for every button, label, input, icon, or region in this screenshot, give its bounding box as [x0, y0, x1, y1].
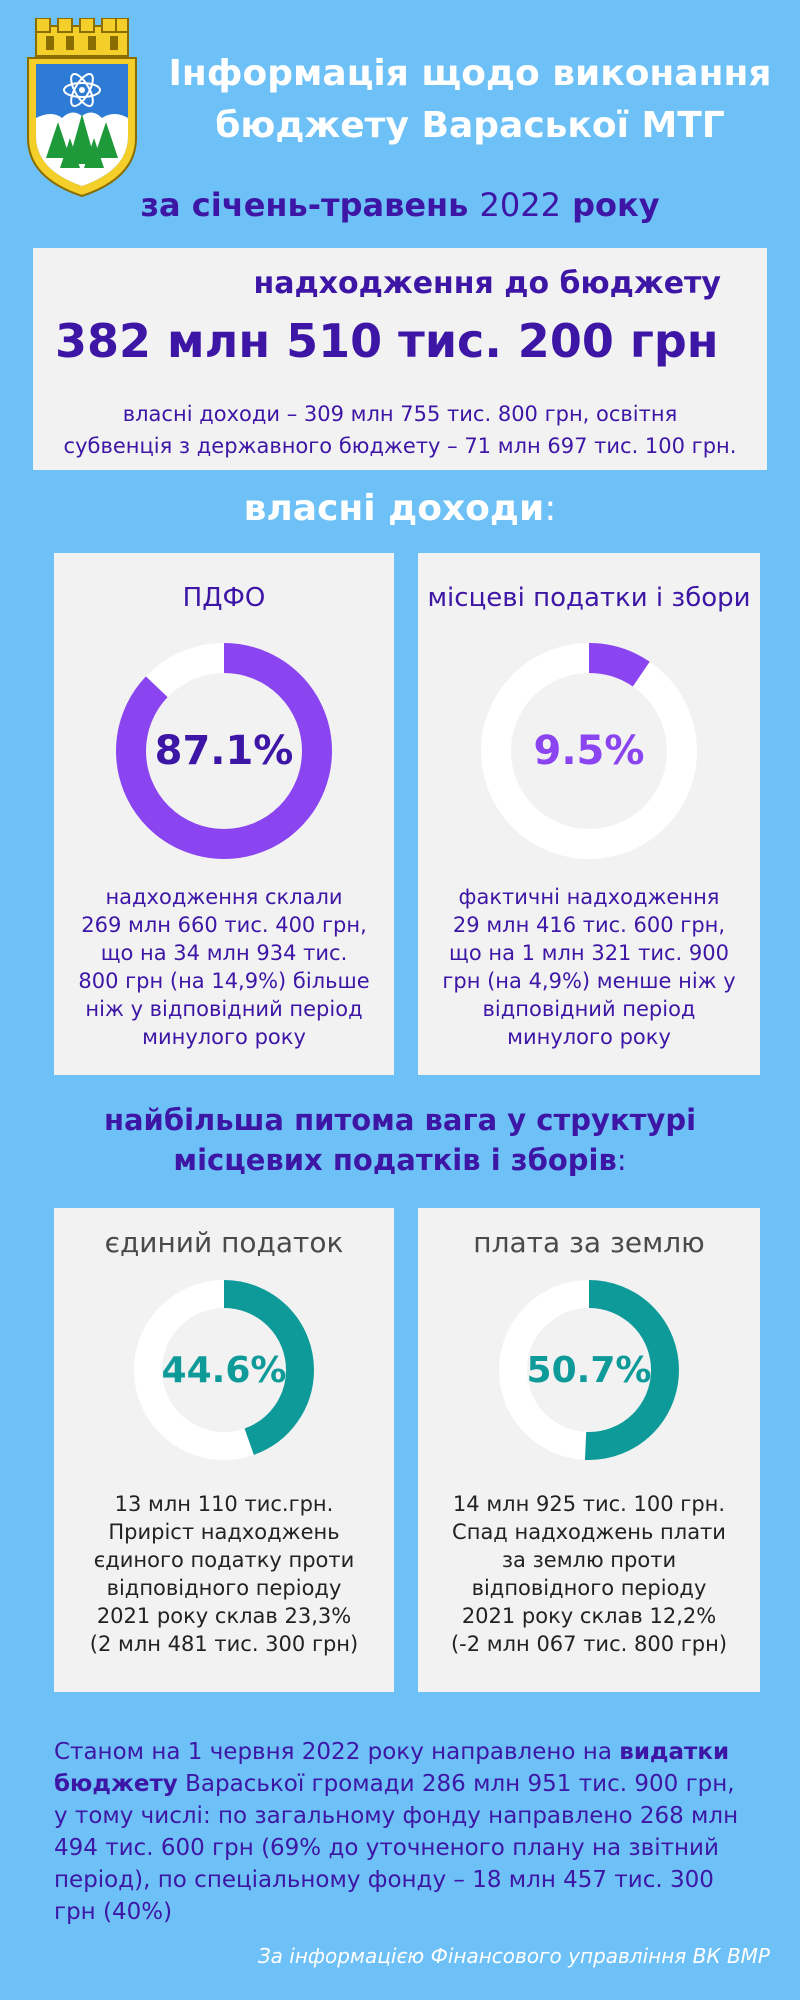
description-line: 14 млн 925 тис. 100 грн. [452, 1492, 726, 1516]
revenue-desc-line-2: субвенція з державного бюджету – 71 млн … [63, 434, 737, 458]
donut-value-arc [116, 643, 332, 859]
description-line: грн (на 4,9%) менше ніж у [442, 969, 736, 993]
period-suffix: року [572, 186, 660, 224]
description-line: 2021 року склав 12,2% [461, 1604, 717, 1628]
source-credit: За інформацією Фінансового управління ВК… [257, 1944, 770, 1968]
description-line: відповідний період [482, 997, 696, 1021]
description-line: (2 млн 481 тис. 300 грн) [89, 1632, 359, 1656]
description-line: надходження склали [105, 885, 343, 909]
description-line: що на 1 млн 321 тис. 900 [449, 941, 729, 965]
own-income-title: власні доходи [243, 488, 545, 529]
description-line: відповідного періоду [106, 1576, 342, 1600]
donut-value-arc [499, 1280, 679, 1460]
local-taxes-donut: 9.5% [481, 643, 697, 859]
description-line: 269 млн 660 тис. 400 грн, [81, 913, 367, 937]
description-line: відповідного періоду [471, 1576, 707, 1600]
structure-line-1: найбільша питома вага у структурі [103, 1103, 697, 1137]
donut-value-arc [481, 643, 697, 859]
pdfo-percent: 87.1% [154, 728, 294, 774]
title-line-2: бюджету Вараської МТГ [215, 105, 725, 146]
expenses-part-2: Вараської громади 286 млн 951 тис. 900 г… [54, 1771, 739, 1925]
single-tax-title: єдиний податок [104, 1226, 344, 1259]
description-line: 2021 року склав 23,3% [96, 1604, 352, 1628]
land-fee-percent: 50.7% [526, 1349, 652, 1391]
pdfo-card: ПДФО 87.1% надходження склали 269 млн 660… [54, 553, 394, 1075]
land-fee-description: 14 млн 925 тис. 100 грн. Спад надходжень … [438, 1490, 740, 1658]
description-line: минулого року [507, 1025, 671, 1049]
expenses-paragraph: Станом на 1 червня 2022 року направлено … [54, 1736, 754, 1928]
donut-svg [116, 643, 332, 859]
local-taxes-percent: 9.5% [533, 728, 645, 774]
land-fee-title: плата за землю [473, 1226, 705, 1259]
period-year: 2022 [479, 186, 561, 224]
structure-heading: найбільша питома вага у структурі місцев… [0, 1100, 800, 1180]
local-taxes-card: місцеві податки і збори 9.5% фактичні на… [418, 553, 760, 1075]
description-line: (-2 млн 067 тис. 800 грн) [450, 1632, 728, 1656]
description-line: що на 34 млн 934 тис. [100, 941, 348, 965]
single-tax-card: єдиний податок 44.6% 13 млн 110 тис.грн.… [54, 1208, 394, 1692]
revenue-heading: надходження до бюджету [253, 266, 721, 301]
description-line: минулого року [142, 1025, 306, 1049]
structure-colon: : [616, 1143, 627, 1177]
description-line: ніж у відповідний період [85, 997, 363, 1021]
description-line: 13 млн 110 тис.грн. [114, 1492, 334, 1516]
description-line: фактичні надходження [458, 885, 720, 909]
expenses-bold: видатки бюджету [54, 1739, 730, 1797]
revenue-description: власні доходи – 309 млн 755 тис. 800 грн… [43, 398, 757, 462]
local-taxes-description: фактичні надходження 29 млн 416 тис. 600 … [438, 883, 740, 1051]
description-line: Спад надходжень плати [452, 1520, 726, 1544]
donut-svg [499, 1280, 679, 1460]
donut-svg [134, 1280, 314, 1460]
description-line: 29 млн 416 тис. 600 грн, [452, 913, 726, 937]
land-fee-card: плата за землю 50.7% 14 млн 925 тис. 100… [418, 1208, 760, 1692]
local-taxes-title: місцеві податки і збори [427, 583, 751, 613]
revenue-card: надходження до бюджету 382 млн 510 тис. … [33, 248, 767, 470]
pdfo-donut: 87.1% [116, 643, 332, 859]
description-line: 800 грн (на 14,9%) більше [78, 969, 370, 993]
land-fee-donut: 50.7% [499, 1280, 679, 1460]
description-line: за землю проти [501, 1548, 677, 1572]
donut-svg [481, 643, 697, 859]
description-line: єдиного податку проти [93, 1548, 355, 1572]
description-line: Приріст надходжень [108, 1520, 340, 1544]
coat-of-arms-icon [22, 17, 142, 198]
own-income-colon: : [544, 488, 557, 529]
pdfo-title: ПДФО [182, 583, 266, 613]
revenue-total: 382 млн 510 тис. 200 грн [55, 314, 719, 368]
page-title: Інформація щодо виконання бюджету Варась… [160, 48, 780, 152]
own-income-heading: власні доходи: [0, 488, 800, 529]
single-tax-percent: 44.6% [161, 1349, 287, 1391]
donut-value-arc [134, 1280, 314, 1460]
pdfo-description: надходження склали 269 млн 660 тис. 400 г… [74, 883, 374, 1051]
period-prefix: за січень-травень [140, 186, 469, 224]
report-period: за січень-травень 2022 року [0, 186, 800, 224]
title-line-1: Інформація щодо виконання [168, 53, 772, 94]
expenses-part-1: Станом на 1 червня 2022 року направлено … [54, 1739, 620, 1765]
revenue-desc-line-1: власні доходи – 309 млн 755 тис. 800 грн… [122, 402, 678, 426]
single-tax-donut: 44.6% [134, 1280, 314, 1460]
single-tax-description: 13 млн 110 тис.грн. Приріст надходжень єди… [74, 1490, 374, 1658]
structure-line-2: місцевих податків і зборів [173, 1143, 617, 1177]
